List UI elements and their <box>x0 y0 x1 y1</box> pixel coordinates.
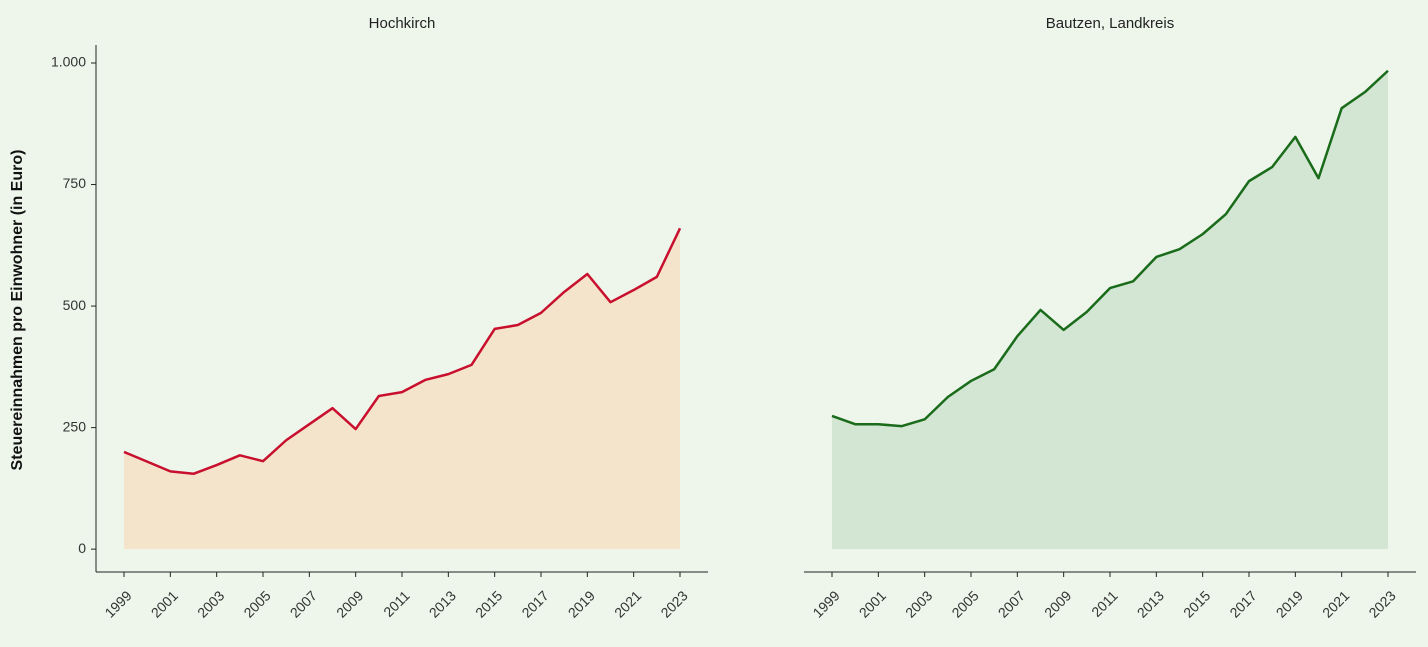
y-axis-label: Steuereinnahmen pro Einwohner (in Euro) <box>9 150 26 471</box>
panel-title: Bautzen, Landkreis <box>1046 15 1174 32</box>
y-tick-label: 1.000 <box>51 54 86 70</box>
line <box>831 69 1389 428</box>
y-tick-label: 750 <box>63 175 87 191</box>
y-tick-label: 500 <box>63 297 87 313</box>
area <box>832 70 1388 550</box>
area <box>124 228 680 550</box>
line <box>123 227 682 476</box>
y-tick-label: 0 <box>78 540 86 556</box>
y-tick-label: 250 <box>63 418 87 434</box>
panel-title: Hochkirch <box>369 15 436 32</box>
